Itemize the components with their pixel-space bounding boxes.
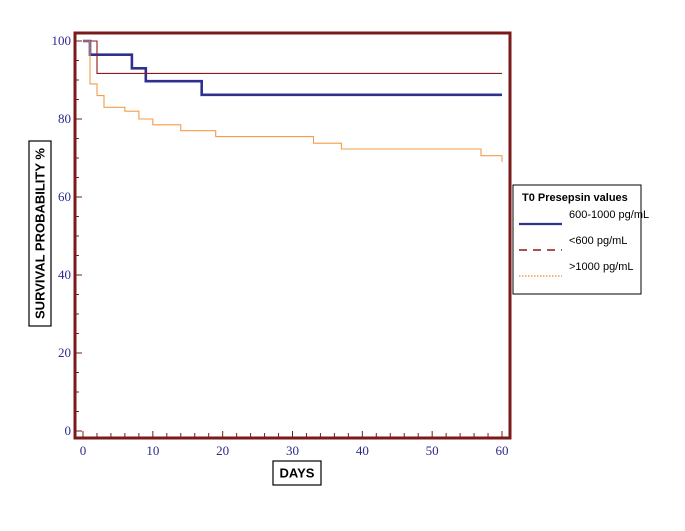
plot-frame — [73, 31, 512, 440]
series-lines — [83, 39, 503, 162]
series-line-1 — [83, 39, 502, 97]
legend: T0 Presepsin values 600-1000 pg/mL <600 p… — [512, 184, 649, 295]
x-axis-label-box: DAYS — [272, 460, 322, 486]
x-tick-label: 10 — [146, 443, 159, 458]
y-tick-label: 60 — [58, 189, 71, 204]
y-axis-label-box: SURVIVAL PROBABILITY % — [28, 140, 52, 327]
x-tick-label: 60 — [496, 443, 509, 458]
legend-title: T0 Presepsin values — [522, 192, 628, 204]
y-axis-label: SURVIVAL PROBABILITY % — [33, 148, 48, 319]
y-tick-label: 40 — [58, 267, 71, 282]
x-axis-ticks: 0 10 20 30 40 50 60 — [80, 431, 509, 458]
legend-label-2: <600 pg/mL — [569, 235, 627, 247]
x-tick-label: 0 — [80, 443, 87, 458]
x-tick-label: 40 — [356, 443, 369, 458]
y-tick-label: 20 — [58, 345, 71, 360]
series-line-3 — [83, 40, 503, 162]
x-axis-label: DAYS — [280, 466, 315, 481]
x-tick-label: 50 — [426, 443, 439, 458]
x-tick-label: 30 — [286, 443, 299, 458]
x-tick-label: 20 — [216, 443, 229, 458]
legend-label-3: >1000 pg/mL — [569, 261, 634, 273]
legend-label-1: 600-1000 pg/mL — [569, 209, 649, 221]
y-tick-label: 0 — [65, 423, 72, 438]
y-axis-ticks: 0 20 40 60 80 100 — [52, 33, 82, 438]
y-tick-label: 100 — [52, 33, 72, 48]
y-tick-label: 80 — [58, 111, 71, 126]
